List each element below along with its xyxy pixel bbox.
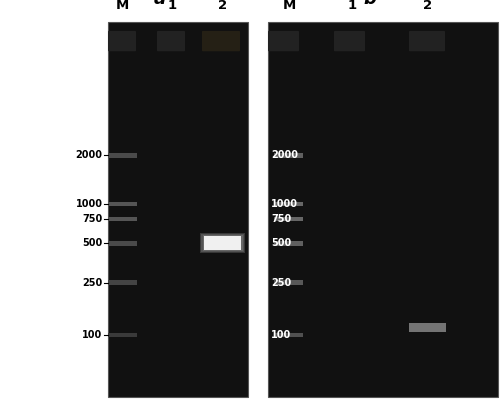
Text: 250: 250 (82, 278, 102, 288)
Bar (204, 236, 242, 250)
Bar (108, 280, 137, 285)
Bar (274, 217, 304, 221)
Text: 500: 500 (271, 239, 291, 248)
Text: 500: 500 (82, 239, 102, 248)
Text: M: M (282, 0, 296, 12)
Bar (108, 22, 248, 397)
Bar (108, 241, 137, 245)
Text: 2: 2 (423, 0, 432, 12)
Bar (274, 202, 304, 206)
Text: 2000: 2000 (271, 150, 298, 160)
Text: M: M (116, 0, 129, 12)
Text: 250: 250 (271, 278, 291, 288)
Bar (108, 217, 137, 221)
Text: 750: 750 (82, 214, 102, 224)
Bar (108, 333, 137, 337)
Bar (200, 233, 245, 254)
Bar (268, 22, 498, 397)
Text: 2: 2 (218, 0, 227, 12)
FancyBboxPatch shape (268, 31, 299, 51)
Bar (409, 324, 447, 332)
FancyBboxPatch shape (157, 31, 185, 51)
Text: b: b (364, 0, 376, 8)
Text: 1000: 1000 (271, 199, 298, 209)
Text: 1: 1 (348, 0, 357, 12)
Text: 1000: 1000 (76, 199, 102, 209)
Bar (274, 280, 304, 285)
Text: 2000: 2000 (76, 150, 102, 160)
Bar (202, 235, 242, 252)
Bar (108, 202, 137, 206)
Text: 100: 100 (82, 330, 102, 340)
FancyBboxPatch shape (108, 31, 136, 51)
Text: 1: 1 (168, 0, 177, 12)
Bar (201, 234, 244, 252)
Text: 750: 750 (271, 214, 291, 224)
Text: 100: 100 (271, 330, 291, 340)
FancyBboxPatch shape (202, 31, 240, 51)
Bar (274, 333, 304, 337)
Bar (274, 241, 304, 245)
FancyBboxPatch shape (334, 31, 365, 51)
Bar (274, 153, 304, 158)
FancyBboxPatch shape (409, 31, 445, 51)
Bar (108, 153, 137, 158)
Text: a: a (154, 0, 166, 8)
